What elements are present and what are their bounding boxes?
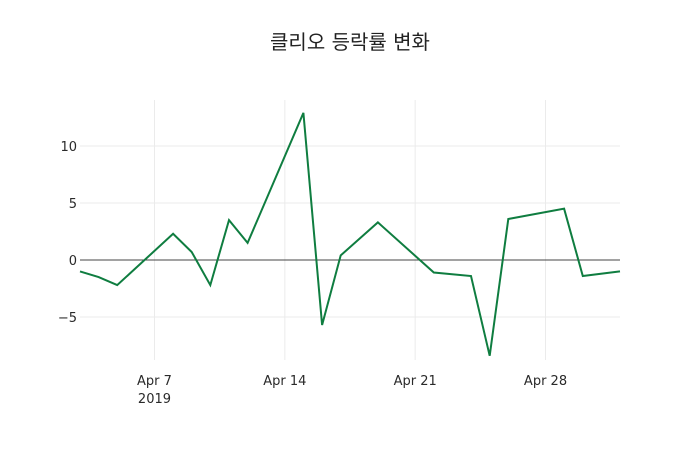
y-tick-label: 5	[69, 197, 77, 212]
y-tick-label: −5	[58, 311, 77, 326]
x-tick-label: Apr 21	[394, 374, 437, 389]
chart-title: 클리오 등락률 변화	[270, 30, 430, 54]
x-tick-label: Apr 7	[137, 374, 172, 389]
y-tick-label: 10	[60, 140, 77, 155]
series-line	[79, 112, 621, 357]
x-axis: Apr 7 2019 Apr 14 Apr 21 Apr 28	[137, 374, 567, 407]
y-tick-label: 0	[69, 254, 77, 269]
x-tick-year-label: 2019	[138, 392, 171, 407]
x-tick-label: Apr 14	[263, 374, 306, 389]
y-axis: 10 5 0 −5	[58, 140, 77, 326]
x-tick-label: Apr 28	[524, 374, 567, 389]
grid	[80, 100, 620, 360]
